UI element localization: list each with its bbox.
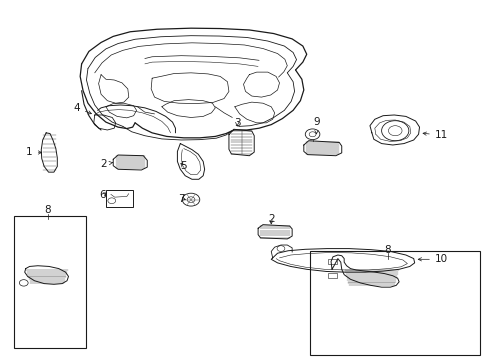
Text: 9: 9 <box>312 117 319 134</box>
Text: 2: 2 <box>267 214 274 224</box>
Bar <box>106 190 132 207</box>
Bar <box>14 216 86 348</box>
Text: 5: 5 <box>180 161 186 171</box>
Text: 3: 3 <box>233 118 240 128</box>
Text: 1: 1 <box>26 148 41 157</box>
Text: 10: 10 <box>417 254 447 264</box>
Text: 4: 4 <box>73 103 91 114</box>
Text: 6: 6 <box>99 190 106 200</box>
Text: 7: 7 <box>178 194 185 203</box>
Text: 11: 11 <box>422 130 447 140</box>
Bar <box>309 251 479 355</box>
Bar <box>327 273 336 278</box>
Text: 2: 2 <box>100 159 112 169</box>
Text: 8: 8 <box>384 245 390 255</box>
Text: 8: 8 <box>44 205 51 215</box>
Bar <box>327 258 336 264</box>
